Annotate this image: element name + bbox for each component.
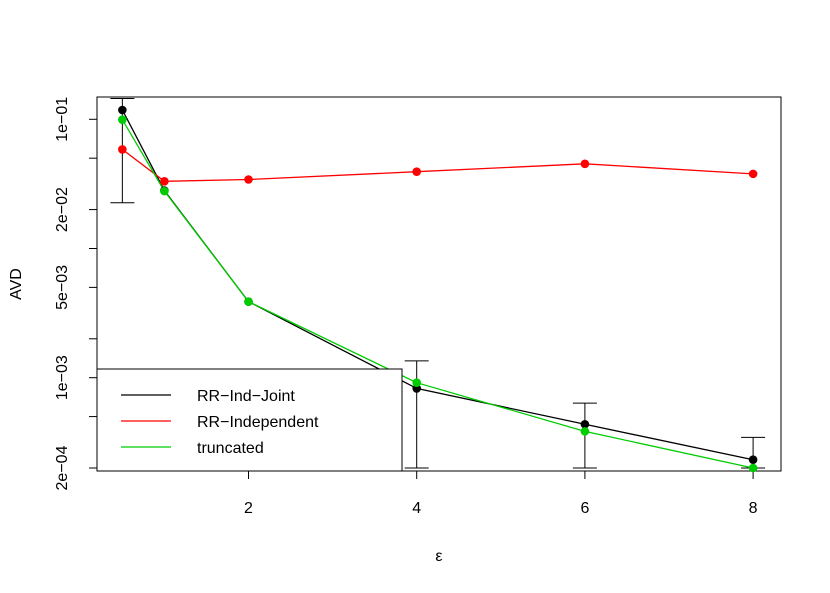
- x-axis: 2 4 6 8: [244, 470, 758, 517]
- series-line-rr-independent: [122, 148, 754, 182]
- data-point-rr-independent: [160, 177, 169, 186]
- legend-label: RR−Ind−Joint: [197, 388, 295, 405]
- data-point-truncated: [118, 115, 127, 124]
- x-tick-label: 8: [749, 500, 758, 517]
- data-point-rr-ind-joint: [580, 419, 590, 429]
- x-tick-label: 2: [244, 500, 253, 517]
- y-tick-label: 2e−04: [54, 445, 71, 490]
- legend-box: [96, 368, 403, 472]
- data-point-rr-independent: [412, 167, 422, 176]
- data-point-rr-independent: [244, 175, 253, 184]
- x-tick-label: 4: [412, 500, 421, 517]
- data-point-truncated: [748, 463, 758, 473]
- data-point-truncated: [160, 186, 169, 196]
- data-point-rr-ind-joint: [118, 105, 127, 115]
- y-axis: 1e−01 2e−02 5e−03 1e−03 2e−04: [54, 97, 98, 490]
- x-tick-label: 6: [580, 500, 589, 517]
- series-lines: [121, 109, 754, 469]
- data-point-truncated: [244, 297, 253, 306]
- x-axis-label: ε: [435, 548, 442, 565]
- legend-label: truncated: [197, 440, 264, 457]
- y-tick-label: 5e−03: [54, 265, 71, 310]
- data-point-rr-independent: [580, 159, 590, 169]
- series-line-rr-ind-joint: [121, 109, 754, 461]
- series-points: [118, 105, 758, 473]
- y-tick-label: 2e−02: [54, 187, 71, 232]
- legend-items: RR−Ind−Joint RR−Independent truncated: [121, 388, 319, 457]
- data-point-rr-independent: [118, 145, 127, 154]
- data-point-truncated: [412, 378, 422, 387]
- data-point-truncated: [580, 427, 590, 436]
- data-point-rr-ind-joint: [748, 455, 758, 464]
- data-point-rr-independent: [748, 169, 758, 179]
- legend: RR−Ind−Joint RR−Independent truncated: [96, 368, 403, 472]
- legend-label: RR−Independent: [197, 414, 319, 431]
- y-tick-label: 1e−01: [54, 97, 71, 142]
- y-axis-label: AVD: [8, 268, 25, 300]
- y-tick-label: 1e−03: [54, 355, 71, 400]
- series-line-truncated: [121, 119, 754, 469]
